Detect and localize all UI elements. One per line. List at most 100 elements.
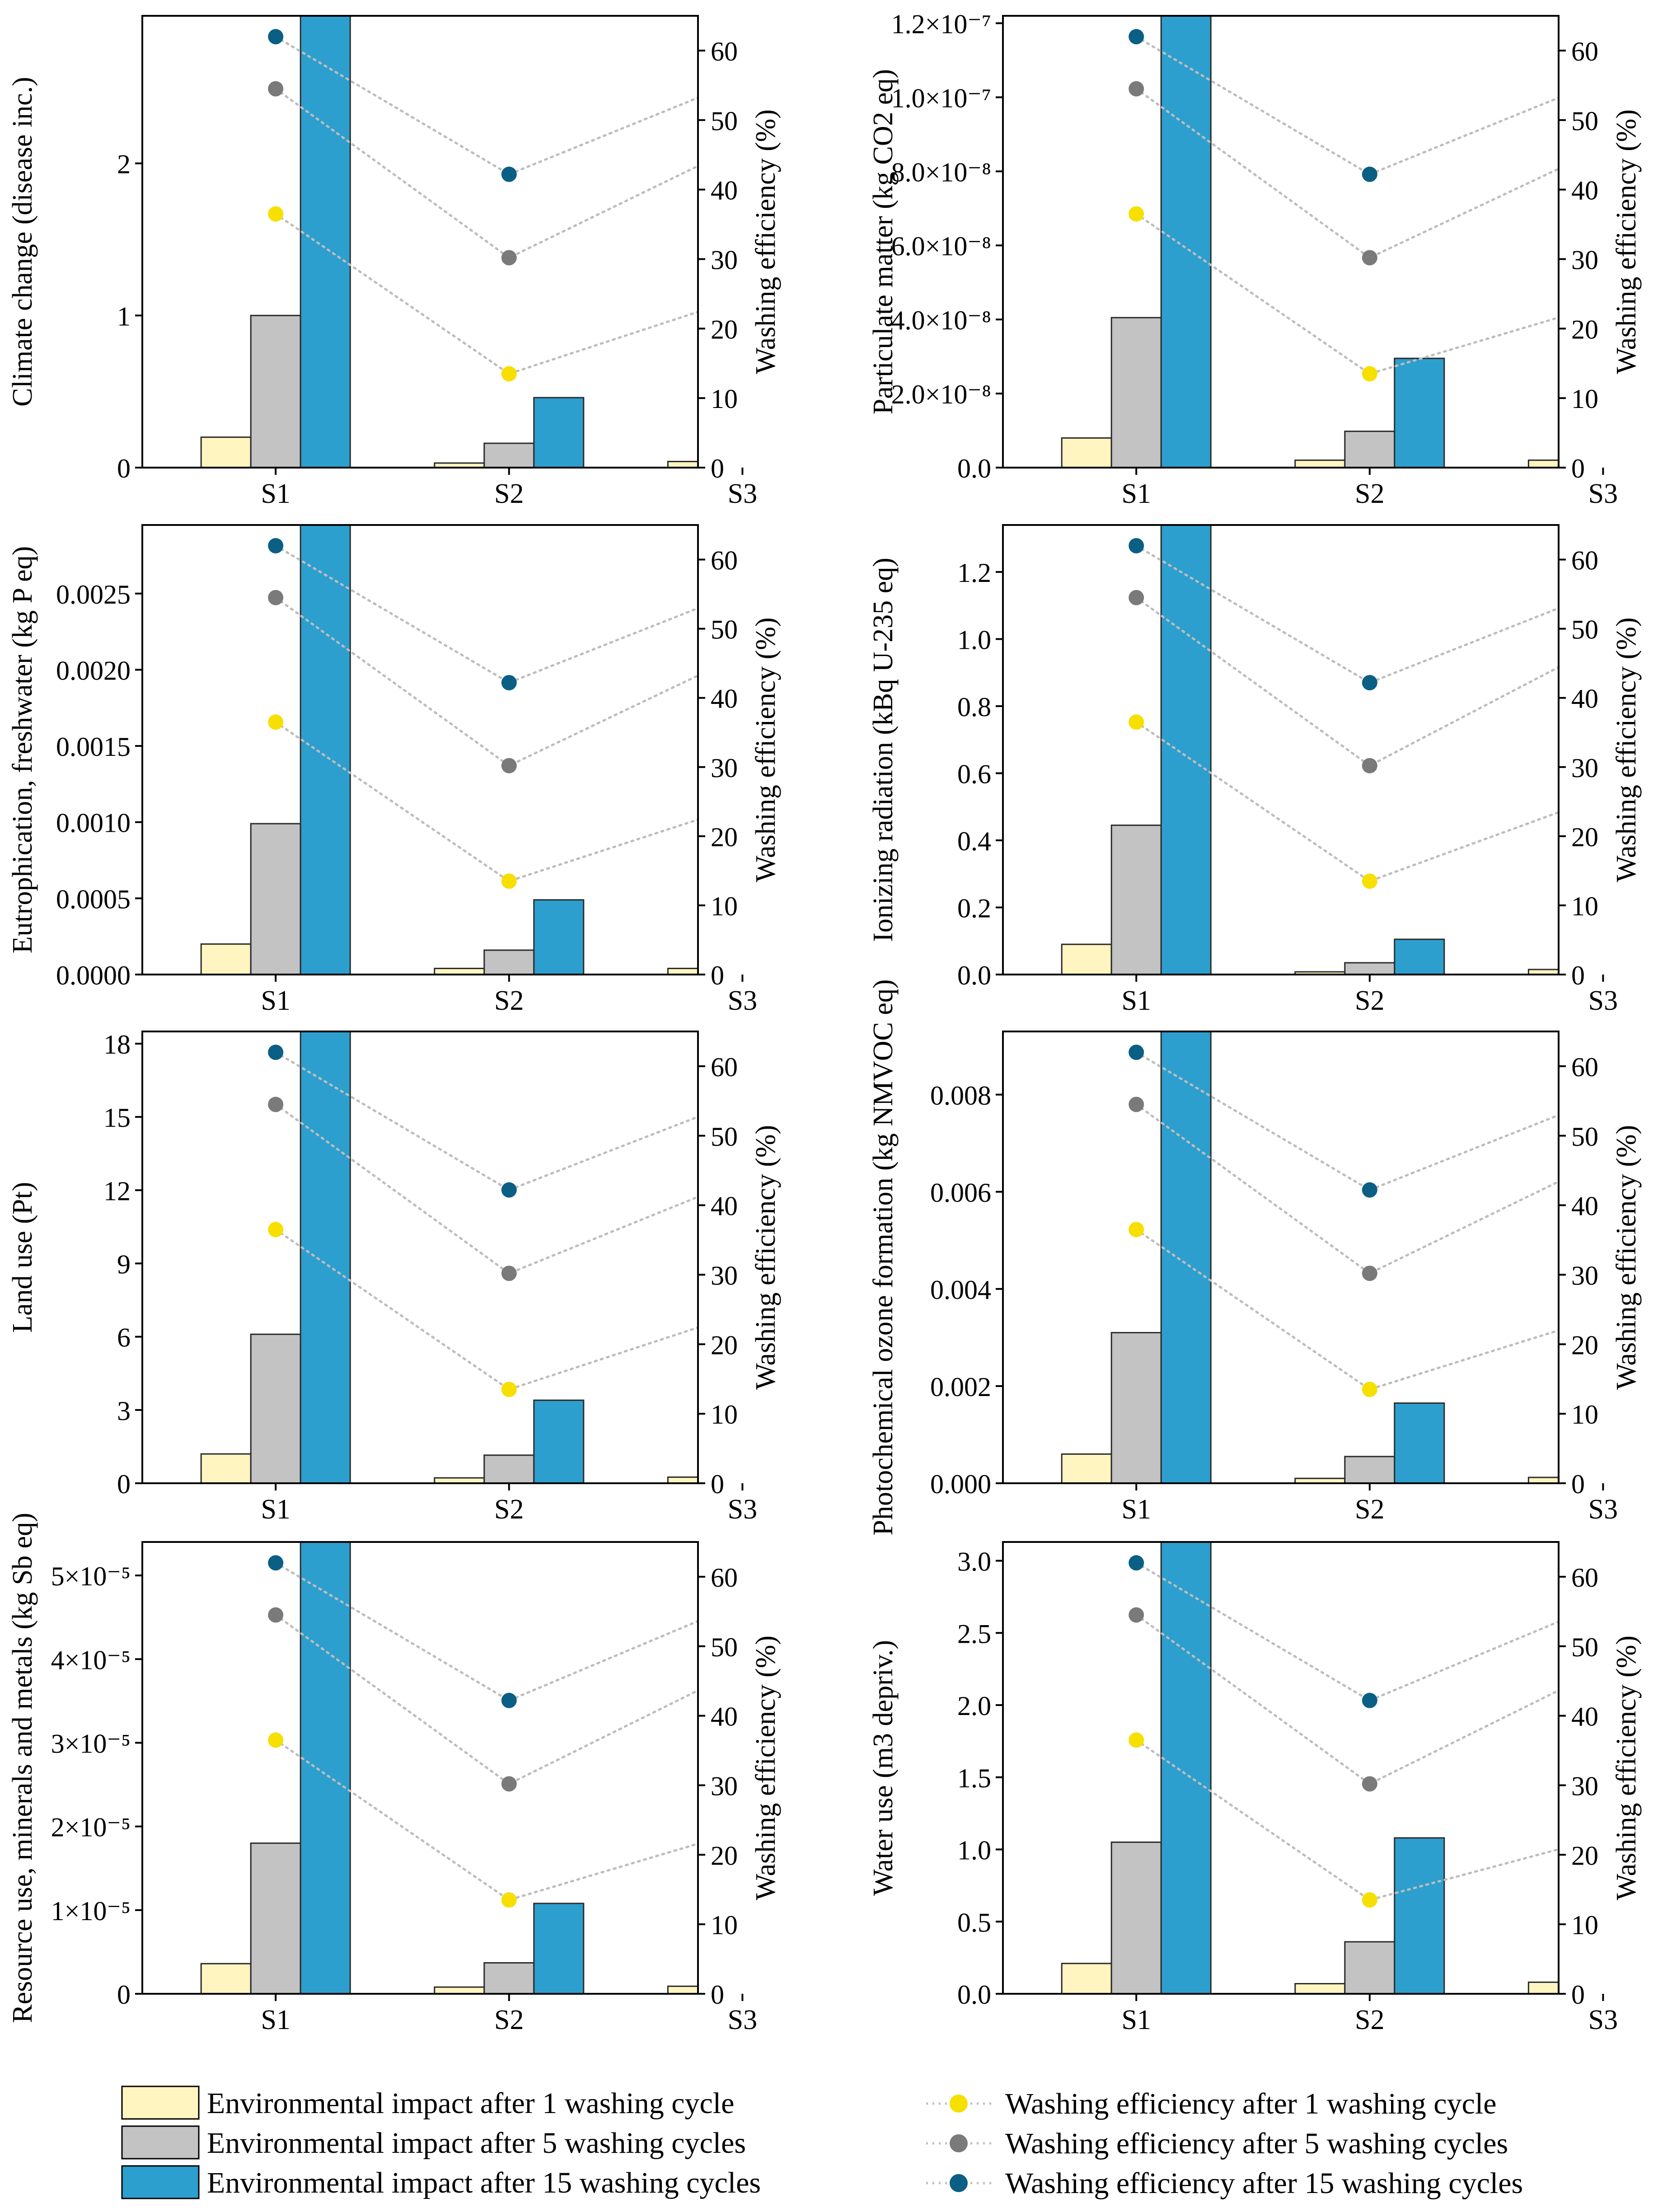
efficiency-point-1-s1: [1129, 1222, 1144, 1237]
x-tick-label: S2: [494, 478, 524, 509]
efficiency-point-3-s1: [1129, 1555, 1144, 1571]
x-tick-label: S2: [1355, 1494, 1384, 1525]
y-tick-label: 0.0015: [56, 732, 131, 762]
y2-tick-label: 50: [711, 615, 738, 645]
y-tick-label: 0.000: [930, 1469, 991, 1499]
plot-area: [1061, 1031, 1559, 1483]
y2-tick-label: 0: [711, 1980, 724, 2010]
y2-tick-label: 50: [1571, 106, 1598, 136]
efficiency-point-3-s1: [268, 29, 284, 45]
x-tick-label: S1: [1121, 2005, 1151, 2035]
y-tick-label: 15: [103, 1103, 131, 1133]
efficiency-point-3-s3: [735, 72, 750, 88]
y-tick-label: 12: [103, 1176, 131, 1206]
x-tick-label: S2: [494, 1494, 524, 1525]
y2-tick-label: 10: [711, 1400, 738, 1429]
efficiency-point-2-s3: [735, 1171, 750, 1186]
efficiency-point-1-s1: [268, 1222, 284, 1237]
bar-3-s1: [300, 1542, 351, 1994]
legend-label-bar-5: Environmental impact after 5 washing cyc…: [207, 2127, 746, 2160]
x-tick-label: S3: [1588, 2005, 1618, 2035]
efficiency-point-3-s3: [1595, 72, 1611, 88]
plot-area: [1061, 1542, 1611, 1994]
efficiency-point-3-s1: [1129, 1045, 1144, 1060]
plot-area: [1061, 16, 1611, 468]
y-tick-label: 2.5: [957, 1619, 991, 1649]
efficiency-point-1-s3: [1595, 296, 1611, 312]
y2-tick-label: 30: [711, 1261, 738, 1290]
y2-tick-label: 0: [711, 961, 724, 990]
efficiency-point-3-s3: [735, 1595, 750, 1610]
bar-2-s1: [1110, 1332, 1162, 1483]
y2-tick-label: 20: [711, 1330, 738, 1360]
efficiency-point-2-s3: [735, 1661, 750, 1676]
efficiency-line-1: [274, 213, 698, 375]
efficiency-point-2-s2: [501, 250, 517, 266]
y2-tick-label: 50: [711, 106, 738, 136]
legend-label-bar-15: Environmental impact after 15 washing cy…: [207, 2166, 761, 2199]
plot-frame: [141, 524, 699, 975]
bar-3-s1: [300, 525, 351, 975]
bar-2-s2: [1344, 962, 1396, 975]
y-tick-label: 0.0: [957, 961, 991, 990]
y2-axis-title: Washing efficiency (%): [750, 1636, 781, 1900]
y2-tick-label: 20: [1571, 822, 1598, 852]
y-axis-title: Eutrophication, freshwater (kg P eq): [7, 546, 38, 954]
y-axis-title: Particulate matter (kg CO2 eq): [868, 69, 899, 414]
y2-tick-label: 0: [1571, 1980, 1585, 2010]
y-tick-label: 0.0000: [56, 961, 131, 990]
bar-1-s1: [200, 1453, 252, 1483]
efficiency-point-2-s2: [501, 1265, 517, 1281]
y-tick-label: 2×10⁻⁵: [51, 1813, 131, 1842]
y-tick-label: 3×10⁻⁵: [51, 1729, 131, 1758]
efficiency-point-1-s2: [1362, 1382, 1377, 1397]
efficiency-line-2: [274, 1614, 698, 1786]
y-tick-label: 0.004: [930, 1275, 991, 1305]
efficiency-point-1-s3: [1595, 788, 1611, 804]
y-tick-label: 3: [117, 1396, 131, 1426]
y-tick-label: 0.0010: [56, 808, 131, 838]
efficiency-point-2-s1: [268, 1607, 284, 1623]
efficiency-point-2-s1: [1129, 81, 1144, 97]
y-tick-label: 1.2: [957, 558, 991, 588]
y-tick-label: 9: [117, 1250, 131, 1279]
efficiency-point-2-s2: [501, 758, 517, 773]
y2-tick-label: 10: [711, 891, 738, 921]
y2-tick-label: 10: [1571, 1910, 1598, 1940]
efficiency-point-1-s2: [1362, 366, 1377, 382]
y-axis-title: Ionizing radiation (kBq U-235 eq): [868, 558, 899, 942]
plot-area: [1061, 525, 1611, 975]
y2-tick-label: 30: [711, 1771, 738, 1801]
legend-marker-dot-15: [950, 2174, 968, 2192]
y2-axis-title: Washing efficiency (%): [1611, 1636, 1642, 1900]
bar-3-s1: [1160, 1542, 1212, 1994]
y2-tick-label: 10: [1571, 1400, 1598, 1429]
bar-2-s1: [250, 1842, 301, 1994]
bar-1-s1: [1061, 1453, 1112, 1483]
y-tick-label: 3.0: [957, 1547, 991, 1577]
y-tick-label: 5×10⁻⁵: [51, 1561, 131, 1591]
plot-frame: [1002, 524, 1560, 975]
efficiency-point-3-s1: [268, 1555, 284, 1571]
bar-1-s3: [1527, 1981, 1559, 1994]
legend-label-dot-15: Washing efficiency after 15 washing cycl…: [1005, 2167, 1523, 2200]
efficiency-point-1-s1: [1129, 1732, 1144, 1748]
y-tick-label: 0.0: [957, 1980, 991, 2010]
y2-tick-label: 30: [711, 753, 738, 783]
bar-1-s2: [434, 1986, 485, 1994]
y2-tick-label: 50: [711, 1632, 738, 1662]
efficiency-point-2-s2: [501, 1776, 517, 1792]
efficiency-point-3-s2: [501, 1692, 517, 1708]
efficiency-point-2-s3: [1595, 1661, 1611, 1676]
bar-3-s1: [300, 16, 351, 468]
bar-2-s1: [250, 1333, 301, 1483]
efficiency-point-2-s3: [735, 137, 750, 152]
bar-1-s1: [1061, 1963, 1112, 1994]
efficiency-point-1-s3: [735, 1823, 750, 1838]
y2-tick-label: 60: [711, 1052, 738, 1082]
y-tick-label: 0.5: [957, 1907, 991, 1937]
bar-2-s1: [1110, 825, 1162, 975]
bar-1-s2: [1294, 459, 1346, 468]
y-tick-label: 1.0: [957, 1836, 991, 1865]
efficiency-point-1-s3: [735, 290, 750, 305]
